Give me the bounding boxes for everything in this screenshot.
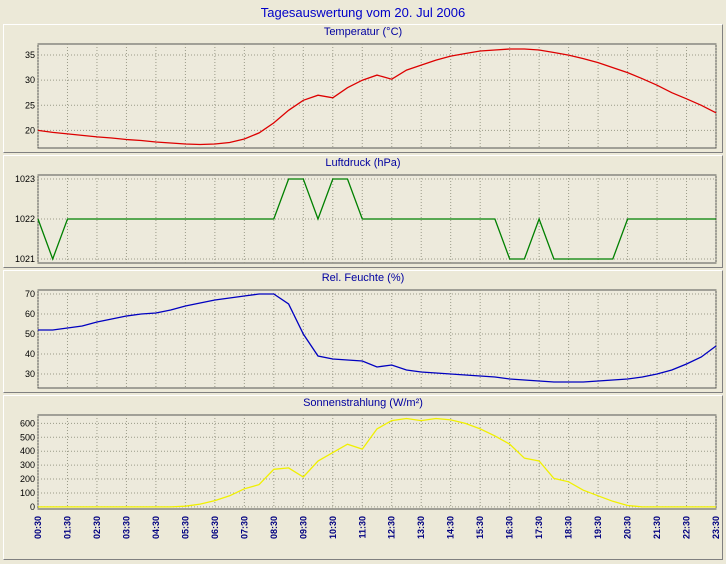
svg-text:09:30: 09:30 — [298, 516, 308, 539]
svg-text:400: 400 — [20, 446, 35, 456]
svg-text:17:30: 17:30 — [534, 516, 544, 539]
svg-text:05:30: 05:30 — [180, 516, 190, 539]
svg-text:12:30: 12:30 — [387, 516, 397, 539]
chart-title-humidity: Rel. Feuchte (%) — [321, 272, 405, 284]
svg-text:35: 35 — [25, 50, 35, 60]
svg-text:03:30: 03:30 — [121, 516, 131, 539]
svg-text:14:30: 14:30 — [446, 516, 456, 539]
svg-text:1022: 1022 — [15, 214, 35, 224]
svg-text:22:30: 22:30 — [682, 516, 692, 539]
svg-text:70: 70 — [25, 289, 35, 299]
svg-text:50: 50 — [25, 329, 35, 339]
svg-text:01:30: 01:30 — [62, 516, 72, 539]
svg-text:04:30: 04:30 — [151, 516, 161, 539]
svg-text:1021: 1021 — [15, 254, 35, 264]
chart-panel-temperature: Temperatur (°C) 20 25 30 35 — [3, 24, 723, 153]
svg-text:200: 200 — [20, 474, 35, 484]
svg-text:23:30: 23:30 — [711, 516, 721, 539]
chart-panel-solar-radiation: Sonnenstrahlung (W/m²) 00:30 01:30 02:30 03… — [3, 395, 723, 560]
svg-text:18:30: 18:30 — [564, 516, 574, 539]
svg-text:500: 500 — [20, 432, 35, 442]
humidity-chart: 30 40 50 60 70 — [25, 289, 717, 389]
svg-text:10:30: 10:30 — [328, 516, 338, 539]
page-title: Tagesauswertung vom 20. Jul 2006 — [260, 5, 466, 20]
svg-text:11:30: 11:30 — [357, 516, 367, 539]
svg-text:30: 30 — [25, 75, 35, 85]
svg-text:30: 30 — [25, 369, 35, 379]
svg-text:00:30: 00:30 — [33, 516, 43, 539]
svg-text:16:30: 16:30 — [505, 516, 515, 539]
svg-text:21:30: 21:30 — [652, 516, 662, 539]
chart-panel-humidity: Rel. Feuchte (%) 30 40 50 60 70 — [3, 270, 723, 393]
svg-text:0: 0 — [30, 502, 35, 512]
solar-radiation-chart: 00:30 01:30 02:30 03:30 04:30 05:30 06:30 07:30… — [20, 414, 721, 539]
svg-text:02:30: 02:30 — [92, 516, 102, 539]
svg-text:40: 40 — [25, 349, 35, 359]
pressure-chart: 1021 1022 1023 — [15, 174, 717, 264]
svg-text:06:30: 06:30 — [210, 516, 220, 539]
svg-text:07:30: 07:30 — [239, 516, 249, 539]
svg-text:60: 60 — [25, 309, 35, 319]
svg-text:1023: 1023 — [15, 174, 35, 184]
svg-text:19:30: 19:30 — [593, 516, 603, 539]
svg-text:300: 300 — [20, 460, 35, 470]
chart-title-solar-radiation: Sonnenstrahlung (W/m²) — [303, 397, 423, 409]
svg-text:13:30: 13:30 — [416, 516, 426, 539]
svg-text:08:30: 08:30 — [269, 516, 279, 539]
chart-title-pressure: Luftdruck (hPa) — [325, 157, 401, 169]
svg-text:20:30: 20:30 — [623, 516, 633, 539]
svg-text:25: 25 — [25, 100, 35, 110]
svg-text:20: 20 — [25, 125, 35, 135]
svg-text:100: 100 — [20, 488, 35, 498]
temperature-chart: 20 25 30 35 — [25, 43, 717, 149]
chart-title-temperature: Temperatur (°C) — [323, 26, 403, 38]
svg-text:15:30: 15:30 — [475, 516, 485, 539]
svg-text:600: 600 — [20, 418, 35, 428]
chart-panel-pressure: Luftdruck (hPa) 1021 1022 1023 — [3, 155, 723, 268]
